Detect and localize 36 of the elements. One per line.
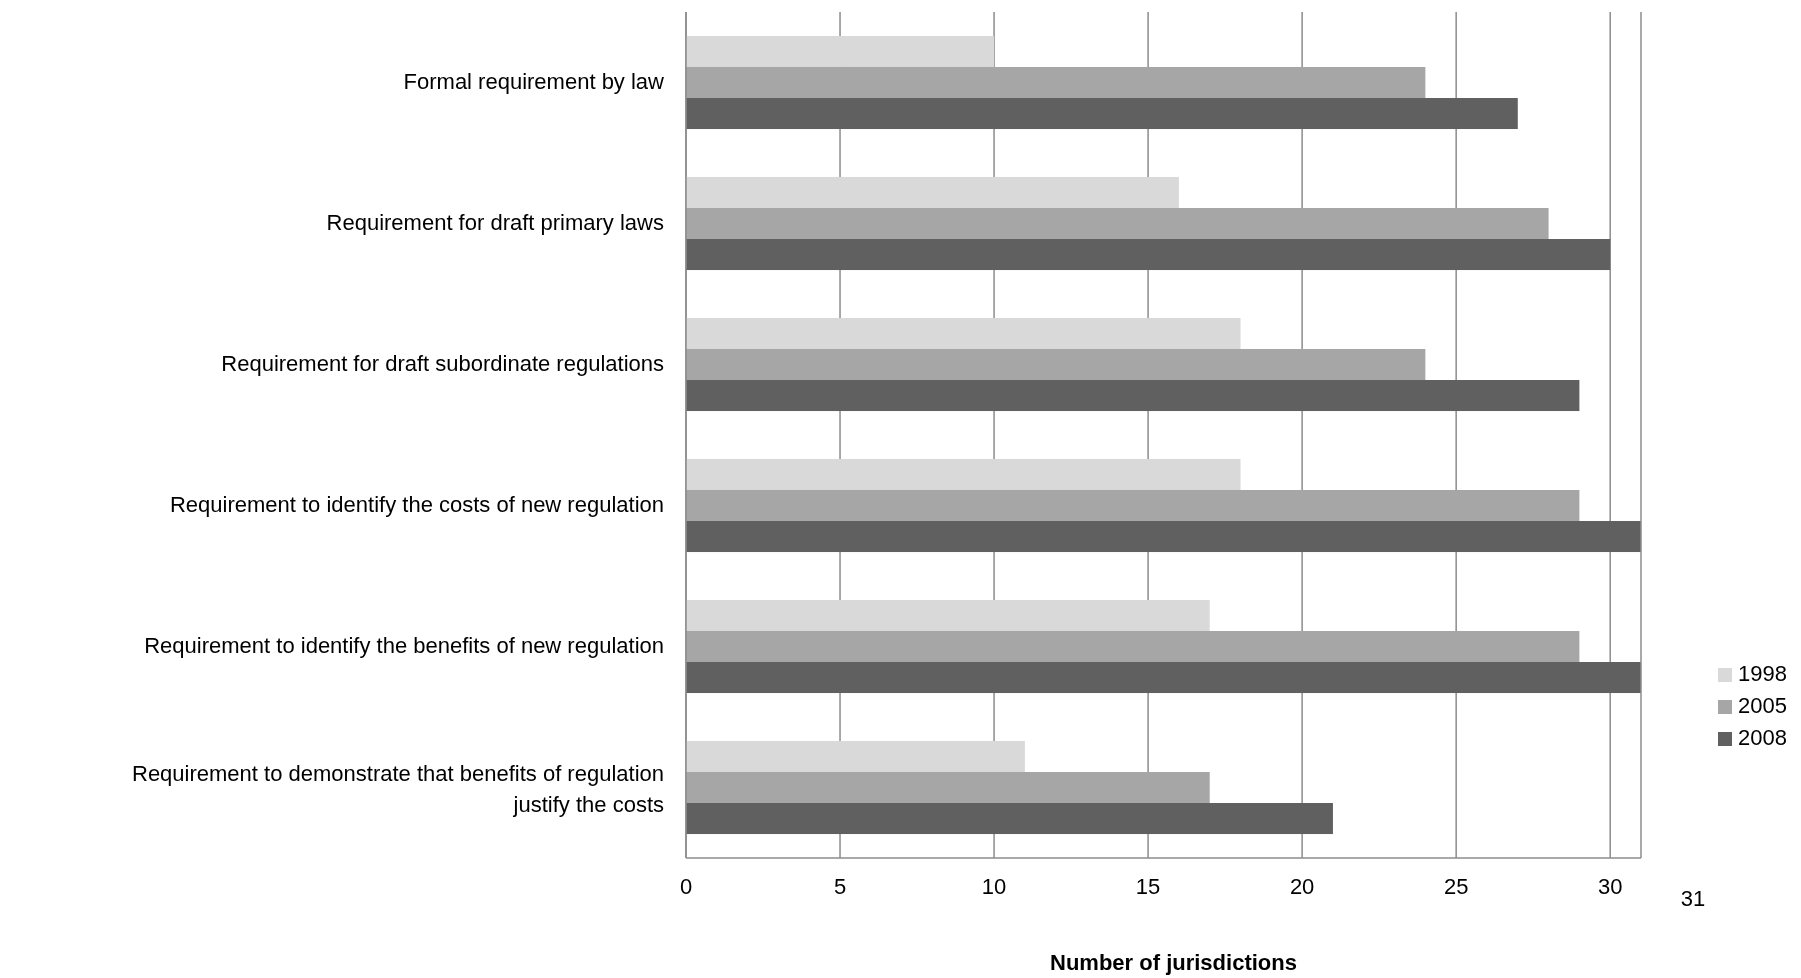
x-tick-label: 0 xyxy=(679,874,693,899)
x-tick-label: 20 xyxy=(1289,874,1315,899)
x-axis-title: Number of jurisdictions xyxy=(1050,950,1297,975)
bar xyxy=(686,803,1333,835)
bar xyxy=(686,98,1518,130)
bar xyxy=(686,66,1426,99)
x-tick-label: 25 xyxy=(1443,874,1469,899)
legend-label: 1998 xyxy=(1738,660,1787,686)
bar xyxy=(686,348,1426,381)
bar xyxy=(686,630,1580,663)
bar xyxy=(686,239,1611,271)
bar xyxy=(686,599,1210,631)
y-tick-label: Requirement to identify the costs of new regulation xyxy=(169,491,664,517)
x-tick-label: 5 xyxy=(833,874,847,899)
bar xyxy=(686,317,1241,349)
bar xyxy=(686,458,1241,490)
bar xyxy=(686,35,995,67)
bar xyxy=(686,771,1210,804)
x-tick-label: 10 xyxy=(981,874,1007,899)
y-tick-label: Requirement for draft primary laws xyxy=(326,209,664,235)
bar xyxy=(686,521,1641,553)
y-tick-label: Requirement for draft subordinate regulations xyxy=(221,350,664,376)
bar xyxy=(686,489,1580,522)
x-tick-label: 30 xyxy=(1597,874,1623,899)
bar xyxy=(686,380,1580,412)
bar xyxy=(686,176,1179,208)
bar xyxy=(686,662,1641,694)
legend-label: 2008 xyxy=(1738,724,1787,750)
x-tick-label: 15 xyxy=(1135,874,1161,899)
y-tick-label: Requirement to demonstrate that benefits of regulation justify the costs xyxy=(132,760,664,817)
text: 31 xyxy=(1680,886,1706,911)
y-tick-label: Formal requirement by law xyxy=(403,68,665,94)
legend-label: 2005 xyxy=(1738,692,1787,718)
bar xyxy=(686,207,1549,240)
y-tick-label: Requirement to identify the benefits of new regulation xyxy=(144,632,664,658)
bar xyxy=(686,740,1025,772)
